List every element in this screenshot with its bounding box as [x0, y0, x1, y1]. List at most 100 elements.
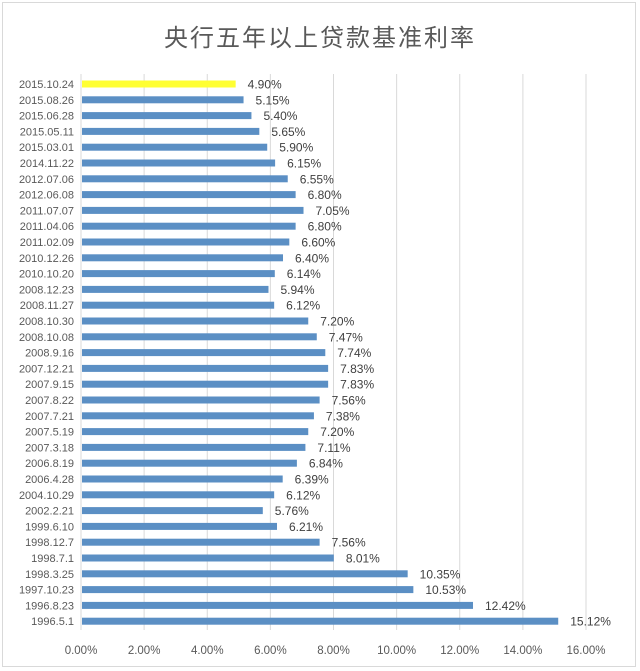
- category-label: 2004.10.29: [19, 490, 74, 502]
- bar: [82, 301, 275, 309]
- data-label: 6.39%: [295, 473, 329, 487]
- data-label: 7.56%: [332, 536, 366, 550]
- bar: [82, 143, 268, 151]
- data-label: 6.12%: [286, 299, 320, 313]
- data-label: 5.15%: [256, 93, 290, 107]
- category-label: 2008.9.16: [25, 348, 74, 360]
- bar: [82, 491, 275, 499]
- bar: [82, 333, 317, 341]
- data-label: 5.94%: [280, 283, 314, 297]
- category-label: 2011.04.06: [20, 221, 74, 233]
- data-label: 7.20%: [320, 315, 354, 329]
- data-label: 4.90%: [248, 78, 282, 92]
- data-label: 6.14%: [287, 267, 321, 281]
- x-tick-label: 8.00%: [317, 645, 350, 657]
- category-label: 2007.7.21: [25, 411, 74, 423]
- bar: [82, 475, 283, 483]
- bar: [82, 601, 474, 609]
- data-label: 10.35%: [420, 567, 461, 581]
- data-label: 6.80%: [308, 220, 342, 234]
- bar: [82, 285, 269, 293]
- category-label: 2014.11.22: [20, 158, 74, 170]
- category-label: 1996.5.1: [31, 616, 74, 628]
- bar: [82, 507, 263, 515]
- bar: [82, 380, 329, 388]
- bar: [82, 428, 309, 436]
- bar: [82, 538, 320, 546]
- category-label: 2008.10.30: [19, 316, 74, 328]
- data-label: 10.53%: [425, 583, 466, 597]
- category-label: 2015.03.01: [19, 142, 74, 154]
- category-label: 2015.06.28: [19, 111, 74, 123]
- category-label: 2010.10.20: [19, 269, 74, 281]
- x-tick-label: 4.00%: [191, 645, 224, 657]
- category-label: 2015.10.24: [19, 79, 74, 91]
- category-label: 1998.3.25: [25, 569, 74, 581]
- category-label: 1998.12.7: [25, 537, 74, 549]
- bar: [82, 175, 288, 183]
- data-label: 7.20%: [320, 425, 354, 439]
- category-label: 1998.7.1: [31, 553, 74, 565]
- x-tick-label: 16.00%: [566, 645, 605, 657]
- data-label: 6.12%: [286, 488, 320, 502]
- bar: [82, 127, 260, 135]
- x-tick-label: 2.00%: [128, 645, 161, 657]
- x-tick-label: 12.00%: [440, 645, 479, 657]
- bar: [82, 191, 296, 199]
- bar: [82, 222, 296, 230]
- bar: [82, 80, 236, 88]
- bar: [82, 443, 306, 451]
- x-tick-label: 0.00%: [65, 645, 98, 657]
- bar: [82, 522, 278, 530]
- bar: [82, 159, 276, 167]
- data-label: 8.01%: [346, 552, 380, 566]
- data-label: 6.60%: [301, 236, 335, 250]
- category-label: 2015.08.26: [19, 95, 74, 107]
- data-label: 7.83%: [340, 378, 374, 392]
- chart-title: 央行五年以上贷款基准利率: [164, 24, 476, 52]
- data-label: 7.05%: [316, 204, 350, 218]
- category-label: 2007.3.18: [25, 442, 74, 454]
- data-label: 6.15%: [287, 157, 321, 171]
- category-label: 2007.12.21: [19, 363, 74, 375]
- category-label: 2006.4.28: [25, 474, 74, 486]
- category-label: 2008.11.27: [20, 300, 74, 312]
- category-label: 2011.02.09: [20, 237, 74, 249]
- data-label: 5.65%: [271, 125, 305, 139]
- bar: [82, 112, 252, 120]
- bar: [82, 617, 559, 625]
- data-label: 7.74%: [337, 346, 371, 360]
- data-label: 5.90%: [279, 141, 313, 155]
- data-label: 7.38%: [326, 409, 360, 423]
- category-label: 1996.8.23: [25, 600, 74, 612]
- category-label: 2010.12.26: [19, 253, 74, 265]
- bar: [82, 412, 314, 420]
- data-label: 7.56%: [332, 394, 366, 408]
- data-label: 15.12%: [570, 615, 611, 629]
- data-label: 6.80%: [308, 188, 342, 202]
- bar: [82, 570, 408, 578]
- bar: [82, 396, 320, 404]
- category-label: 2012.06.08: [19, 190, 74, 202]
- bar: [82, 96, 244, 104]
- x-tick-label: 14.00%: [503, 645, 542, 657]
- category-label: 2007.9.15: [25, 379, 74, 391]
- data-label: 6.55%: [300, 172, 334, 186]
- category-label: 2012.07.06: [19, 174, 74, 186]
- bar: [82, 238, 290, 246]
- bar: [82, 364, 329, 372]
- bar: [82, 270, 275, 278]
- category-label: 1997.10.23: [19, 585, 74, 597]
- bar: [82, 349, 326, 357]
- bar: [82, 554, 334, 562]
- category-label: 2007.5.19: [25, 427, 74, 439]
- category-label: 2011.07.07: [20, 205, 74, 217]
- category-label: 2007.8.22: [25, 395, 74, 407]
- x-tick-label: 6.00%: [254, 645, 287, 657]
- bar: [82, 459, 297, 467]
- data-label: 12.42%: [485, 599, 526, 613]
- category-label: 2006.8.19: [25, 458, 74, 470]
- category-label: 2002.2.21: [25, 506, 74, 518]
